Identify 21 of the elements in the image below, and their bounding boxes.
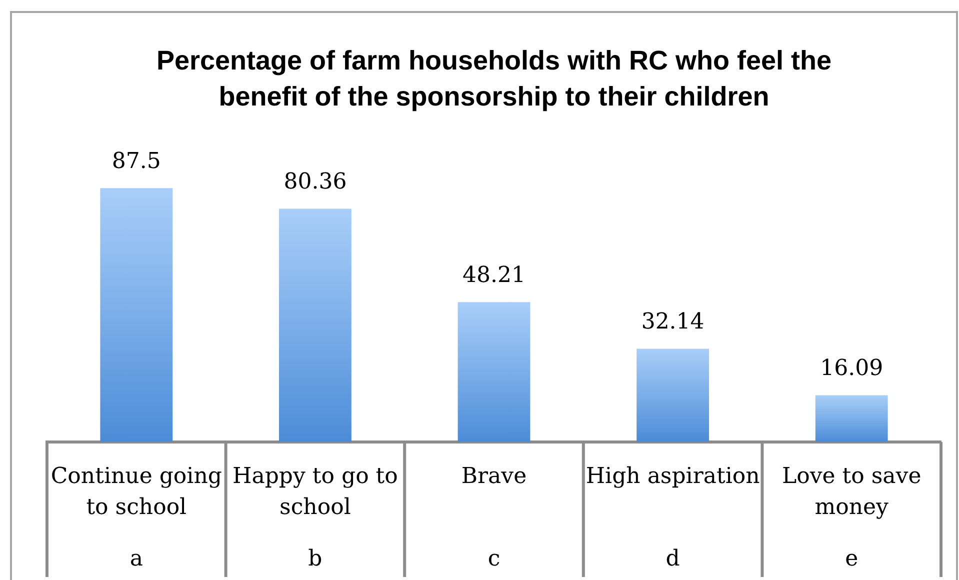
bar xyxy=(815,395,888,442)
data-label: 48.21 xyxy=(462,262,526,288)
x-tick-label: Continue going to school xyxy=(50,464,222,520)
chart-title: Percentage of farm households with RC who feel the benefit of the sponsorship to their children xyxy=(156,45,832,112)
data-label: 16.09 xyxy=(820,356,884,381)
data-label: 80.36 xyxy=(284,170,347,195)
data-label: 32.14 xyxy=(641,309,704,334)
text: c xyxy=(488,546,500,572)
text: e xyxy=(845,546,858,572)
x-tick-label: Happy to go to school xyxy=(232,464,398,520)
x-tick-label: Love to save money xyxy=(782,464,922,520)
x-tick-label: Brave xyxy=(461,464,527,490)
text: b xyxy=(308,546,322,572)
bar xyxy=(278,208,352,442)
bar xyxy=(636,348,710,442)
x-tick-label: High aspiration xyxy=(586,464,760,490)
data-label: 87.5 xyxy=(112,148,161,174)
text: d xyxy=(666,546,680,572)
bar xyxy=(458,302,530,442)
bar xyxy=(100,188,173,442)
text: a xyxy=(130,546,143,572)
